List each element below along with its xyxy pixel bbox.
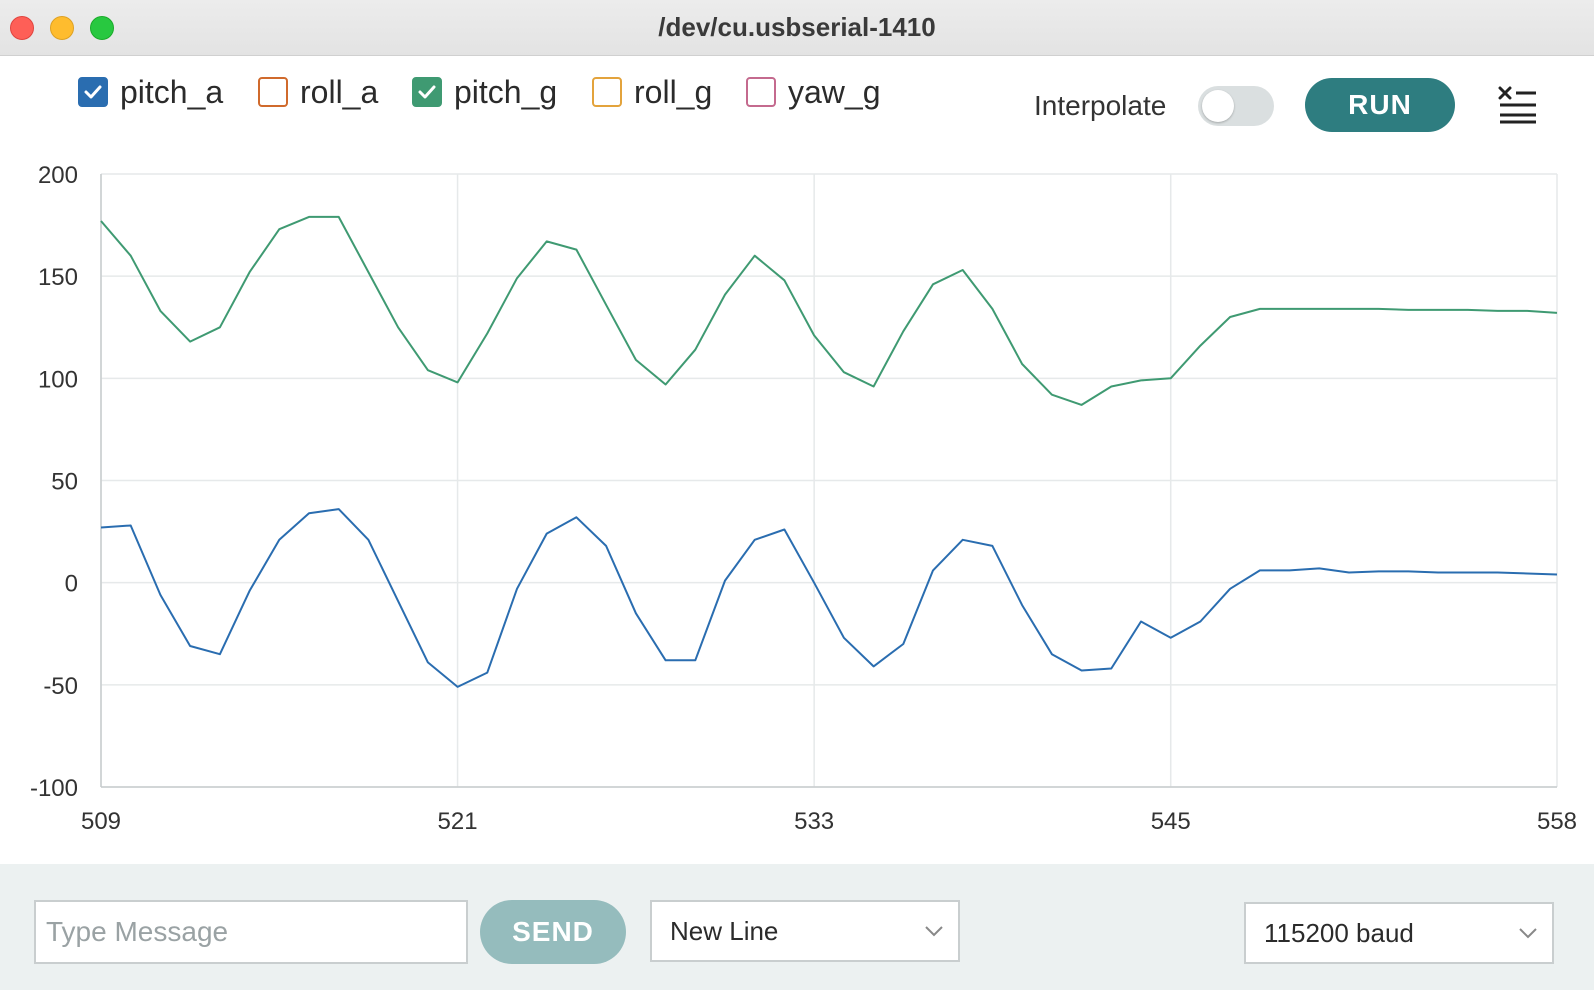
chevron-down-icon — [1518, 926, 1538, 940]
checkmark-icon — [82, 81, 104, 103]
toggle-knob — [1202, 90, 1234, 122]
y-tick-label: 200 — [38, 162, 78, 189]
interpolate-toggle[interactable] — [1198, 86, 1274, 126]
checkbox-yaw-g[interactable] — [746, 77, 776, 107]
line-ending-value: New Line — [670, 916, 778, 947]
legend-label-yaw-g: yaw_g — [788, 74, 881, 111]
run-button[interactable]: RUN — [1305, 78, 1455, 132]
checkbox-roll-a[interactable] — [258, 77, 288, 107]
message-input[interactable] — [34, 900, 468, 964]
title-bar: /dev/cu.usbserial-1410 — [0, 0, 1594, 56]
baud-rate-value: 115200 baud — [1264, 918, 1414, 949]
legend-item-pitch-g[interactable]: pitch_g — [412, 72, 557, 112]
interpolate-label: Interpolate — [1034, 90, 1166, 122]
clear-list-icon[interactable] — [1498, 84, 1538, 124]
x-tick-label: 545 — [1151, 808, 1191, 835]
legend-item-pitch-a[interactable]: pitch_a — [78, 72, 223, 112]
checkbox-pitch-g[interactable] — [412, 77, 442, 107]
series-line-pitch-a — [101, 509, 1557, 687]
legend-item-roll-g[interactable]: roll_g — [592, 72, 712, 112]
checkbox-pitch-a[interactable] — [78, 77, 108, 107]
checkbox-roll-g[interactable] — [592, 77, 622, 107]
x-tick-label: 558 — [1537, 808, 1577, 835]
y-tick-label: 100 — [38, 366, 78, 393]
legend-label-roll-a: roll_a — [300, 74, 378, 111]
x-tick-label: 509 — [81, 808, 121, 835]
x-tick-label: 533 — [794, 808, 834, 835]
y-tick-label: 50 — [51, 469, 78, 496]
chevron-down-icon — [924, 924, 944, 938]
y-tick-label: 150 — [38, 264, 78, 291]
line-ending-select[interactable]: New Line — [650, 900, 960, 962]
legend-item-yaw-g[interactable]: yaw_g — [746, 72, 881, 112]
send-button[interactable]: SEND — [480, 900, 626, 964]
legend-item-roll-a[interactable]: roll_a — [258, 72, 378, 112]
baud-rate-select[interactable]: 115200 baud — [1244, 902, 1554, 964]
legend-label-pitch-a: pitch_a — [120, 74, 223, 111]
legend-label-pitch-g: pitch_g — [454, 74, 557, 111]
y-tick-label: -100 — [30, 775, 78, 802]
x-tick-label: 521 — [438, 808, 478, 835]
window-title: /dev/cu.usbserial-1410 — [0, 12, 1594, 43]
checkmark-icon — [416, 81, 438, 103]
legend-label-roll-g: roll_g — [634, 74, 712, 111]
y-tick-label: -50 — [43, 673, 78, 700]
series-line-pitch-g — [101, 217, 1557, 405]
y-tick-label: 0 — [65, 571, 78, 598]
